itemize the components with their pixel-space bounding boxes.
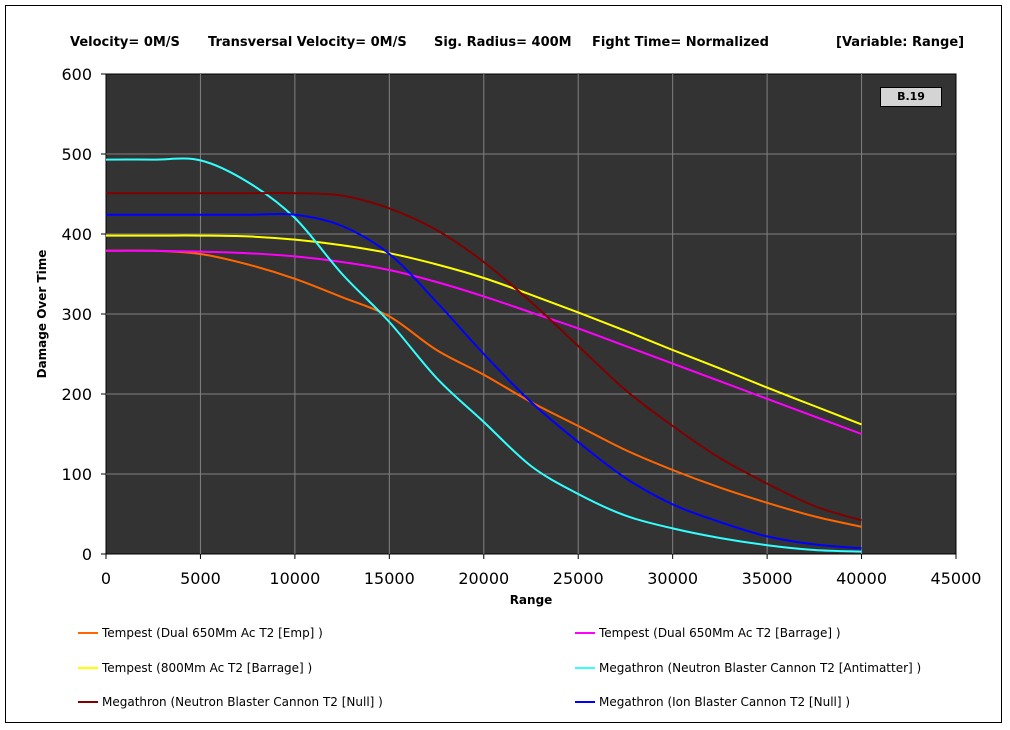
legend-swatch xyxy=(575,632,595,634)
y-tick-label: 100 xyxy=(61,465,92,484)
legend-swatch xyxy=(575,701,595,703)
header-transversal: Transversal Velocity= 0M/S xyxy=(208,35,407,50)
x-axis-label: Range xyxy=(510,593,553,607)
series-line-6 xyxy=(105,212,862,550)
x-tick-label: 40000 xyxy=(836,569,887,588)
x-tick-label: 5000 xyxy=(180,569,221,588)
legend-item: Megathron (Neutron Blaster Cannon T2 [An… xyxy=(575,661,921,675)
legend-item: Tempest (Dual 650Mm Ac T2 [Emp] ) xyxy=(78,626,323,640)
header-variable: [Variable: Range] xyxy=(836,35,965,50)
y-tick-label: 300 xyxy=(61,305,92,324)
y-tick-label: 200 xyxy=(61,385,92,404)
legend-item: Tempest (Dual 650Mm Ac T2 [Barrage] ) xyxy=(575,626,841,640)
legend-label: Megathron (Ion Blaster Cannon T2 [Null] … xyxy=(599,695,851,709)
x-tick-label: 35000 xyxy=(742,569,793,588)
chart-badge: B.19 xyxy=(880,87,942,107)
legend-swatch xyxy=(78,701,98,703)
y-tick-label: 0 xyxy=(82,545,92,564)
series-line-4 xyxy=(105,157,862,553)
x-tick-label: 25000 xyxy=(553,569,604,588)
legend-item: Megathron (Neutron Blaster Cannon T2 [Nu… xyxy=(78,695,383,709)
x-tick-label: 10000 xyxy=(269,569,320,588)
y-tick-label: 500 xyxy=(61,145,92,164)
series-line-5 xyxy=(105,192,862,522)
legend-label: Tempest (Dual 650Mm Ac T2 [Emp] ) xyxy=(102,626,323,640)
series-line-2 xyxy=(105,249,862,435)
legend-label: Megathron (Neutron Blaster Cannon T2 [Nu… xyxy=(102,695,383,709)
y-tick-label: 400 xyxy=(61,225,92,244)
legend-item: Megathron (Ion Blaster Cannon T2 [Null] … xyxy=(575,695,850,709)
x-tick-label: 30000 xyxy=(647,569,698,588)
legend-label: Tempest (800Mm Ac T2 [Barrage] ) xyxy=(102,661,313,675)
header-sig-radius: Sig. Radius= 400M xyxy=(434,35,572,50)
x-tick-label: 15000 xyxy=(364,569,415,588)
series-line-3 xyxy=(106,234,862,426)
legend-swatch xyxy=(575,667,595,669)
header-fight-time: Fight Time= Normalized xyxy=(592,35,769,50)
x-tick-label: 20000 xyxy=(458,569,509,588)
legend-swatch xyxy=(78,667,98,669)
series-line-1 xyxy=(105,249,862,528)
y-tick-label: 600 xyxy=(61,65,92,84)
legend-item: Tempest (800Mm Ac T2 [Barrage] ) xyxy=(78,661,312,675)
legend-label: Tempest (Dual 650Mm Ac T2 [Barrage] ) xyxy=(599,626,841,640)
damage-chart: 0 5000 10000 15000 20000 25000 30000 35000 40000… xyxy=(35,65,982,607)
legend-label: Megathron (Neutron Blaster Cannon T2 [An… xyxy=(599,661,922,675)
x-tick-label: 45000 xyxy=(931,569,982,588)
header-velocity: Velocity= 0M/S xyxy=(70,35,180,50)
x-tick-label: 0 xyxy=(101,569,111,588)
y-axis-label: Damage Over Time xyxy=(35,250,49,379)
legend-swatch xyxy=(78,632,98,634)
